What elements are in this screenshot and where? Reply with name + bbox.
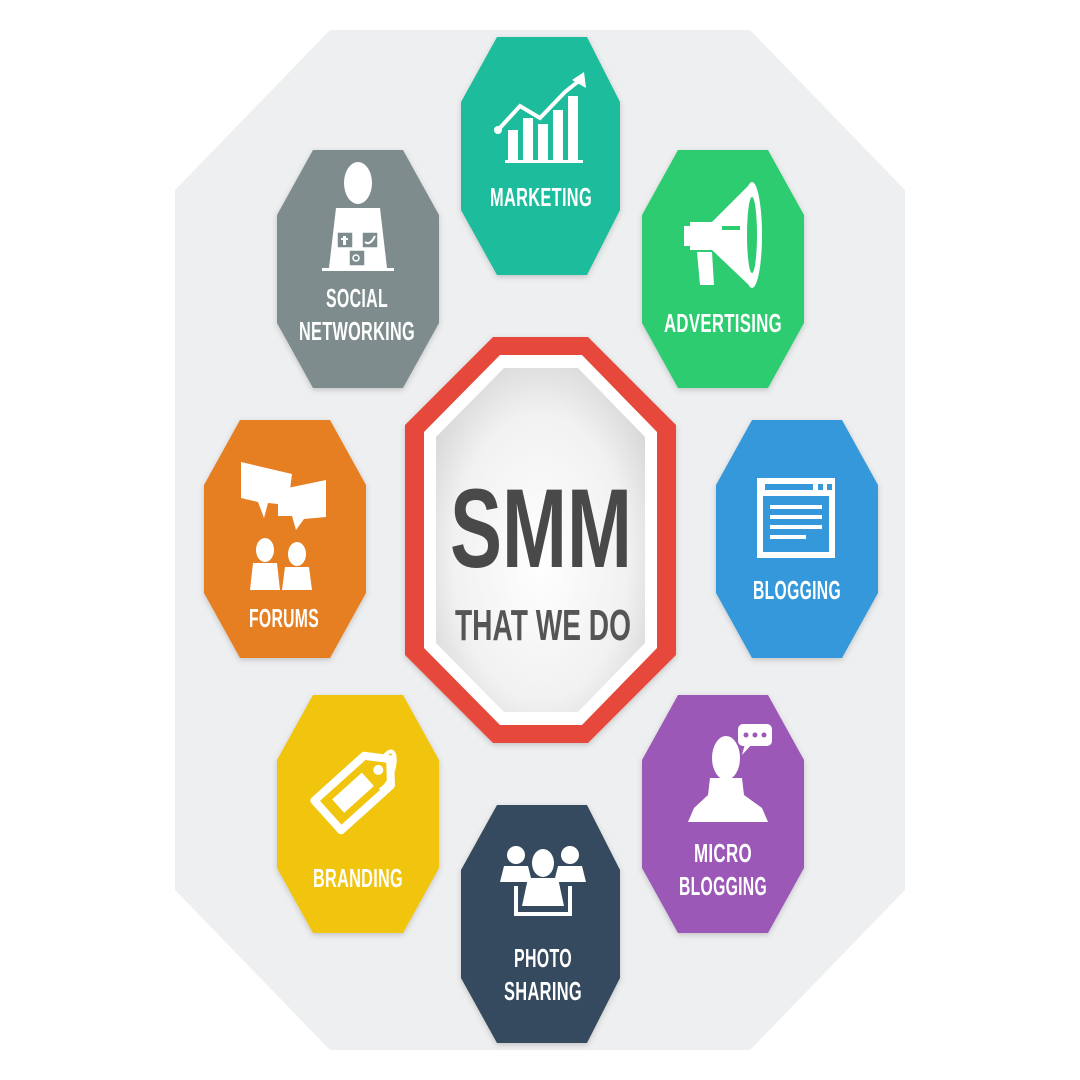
node-marketing: MARKETING [461, 37, 620, 275]
price-tag-icon [310, 749, 397, 835]
node-label-social-networking-2: NETWORKING [299, 316, 415, 346]
node-label-micro-blogging-1: MICRO [694, 838, 752, 868]
node-micro-blogging: MICRO BLOGGING [642, 695, 804, 933]
node-forums: FORUMS [204, 420, 366, 658]
node-photo-sharing: PHOTO SHARING [461, 805, 620, 1043]
node-label-marketing: MARKETING [490, 182, 592, 212]
node-blogging: BLOGGING [716, 420, 878, 658]
node-branding: BRANDING [277, 695, 439, 933]
node-label-social-networking-1: SOCIAL [326, 283, 388, 313]
person-speech-bubble-icon [688, 724, 772, 822]
node-advertising: ADVERTISING [642, 150, 804, 388]
chat-people-icon [241, 462, 326, 590]
node-label-photo-sharing-2: SHARING [504, 976, 582, 1006]
node-label-micro-blogging-2: BLOGGING [679, 871, 767, 901]
node-label-photo-sharing-1: PHOTO [514, 943, 572, 973]
node-social-networking: SOCIAL NETWORKING [277, 150, 439, 388]
group-people-icon [500, 846, 586, 916]
center-badge: SMM THAT WE DO [405, 337, 676, 743]
megaphone-icon [684, 182, 762, 288]
browser-window-icon [757, 478, 835, 558]
node-label-branding: BRANDING [313, 863, 403, 893]
node-label-forums: FORUMS [249, 603, 319, 633]
person-social-icons-icon [322, 162, 394, 271]
center-title: SMM [450, 466, 632, 591]
center-subtitle: THAT WE DO [455, 601, 631, 650]
growth-chart-icon [494, 72, 586, 163]
node-label-advertising: ADVERTISING [664, 308, 782, 338]
node-label-blogging: BLOGGING [753, 575, 841, 605]
